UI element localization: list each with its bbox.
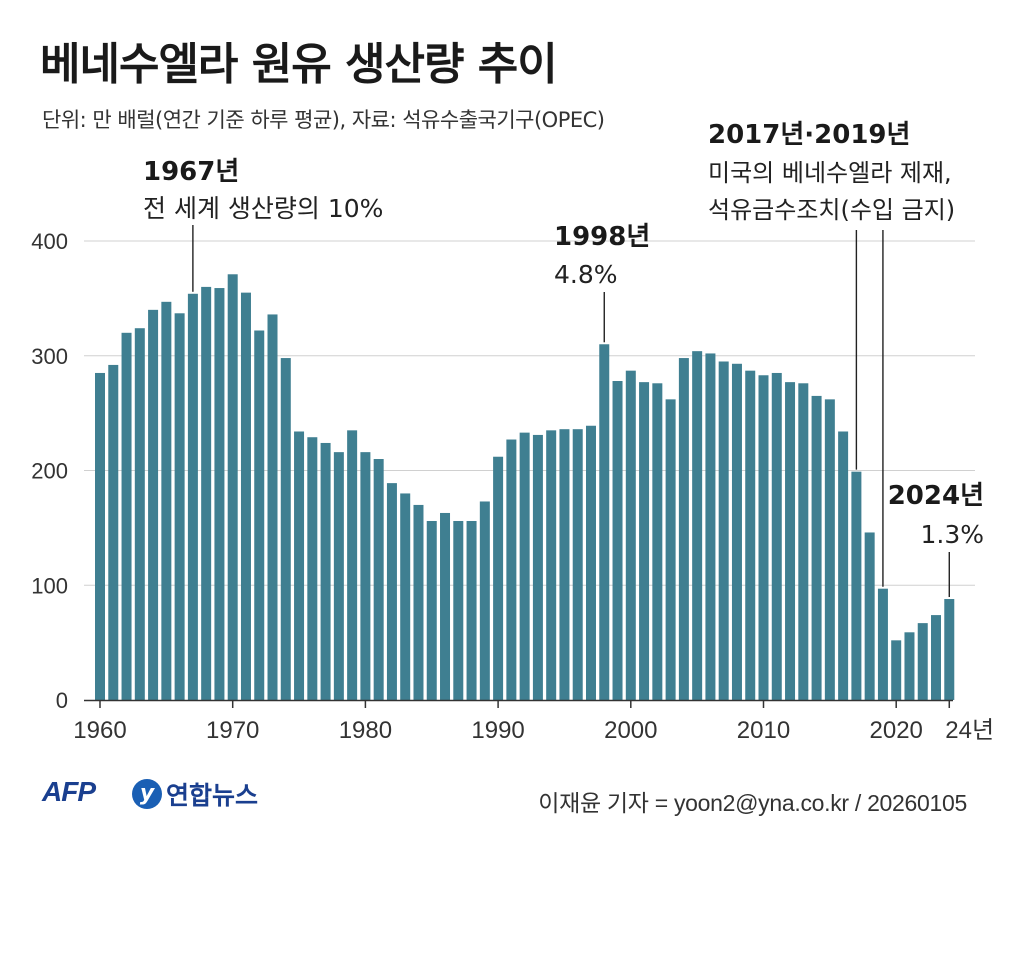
annotation-1967-year: 1967년: [143, 157, 239, 187]
bar-2002: [652, 383, 663, 700]
bar-2021: [904, 632, 915, 700]
bar-2003: [665, 399, 676, 700]
bar-1982: [386, 483, 397, 700]
bar-1998: [599, 344, 610, 700]
reporter-credit: 이재윤 기자 = yoon2@yna.co.kr / 20260105: [538, 790, 967, 816]
bar-1963: [134, 328, 145, 700]
bar-1974: [280, 358, 291, 700]
annotation-1998-year: 1998년: [554, 222, 650, 252]
bar-1996: [572, 429, 583, 700]
bar-2009: [745, 370, 756, 700]
x-tick-label-2010: 2010: [737, 717, 790, 744]
bar-2017: [851, 471, 862, 700]
bar-2000: [625, 370, 636, 700]
bar-2024: [944, 599, 955, 700]
annotation-1998-text: 4.8%: [554, 260, 618, 289]
bar-1997: [585, 425, 596, 700]
bar-1989: [479, 501, 490, 700]
x-tick-label-1990: 1990: [471, 717, 524, 744]
bar-1968: [201, 286, 212, 700]
bar-1994: [546, 430, 557, 700]
yonhap-mark-icon: y: [132, 779, 162, 809]
bar-1969: [214, 288, 225, 700]
bar-1983: [400, 493, 411, 700]
annotation-2024-text: 1.3%: [920, 520, 984, 549]
bar-1999: [612, 381, 623, 700]
bar-2006: [705, 353, 716, 700]
bar-1995: [559, 429, 570, 700]
x-tick-label-2000: 2000: [604, 717, 657, 744]
bar-2023: [931, 615, 942, 700]
bar-1971: [240, 292, 251, 700]
y-tick-label: 300: [31, 344, 68, 369]
y-tick-label: 100: [31, 573, 68, 598]
bar-1970: [227, 274, 238, 700]
bar-2020: [891, 640, 902, 700]
bar-2013: [798, 383, 809, 700]
x-axis: 1960 1970 1980 1990 2000 2010 2020 24년: [73, 699, 994, 744]
bar-chart: 0 100 200 300 400 1960 1970 1980 1990 2000 2010 20…: [31, 120, 994, 744]
bar-1991: [506, 439, 517, 700]
annotation-2017-text-1: 미국의 베네수엘라 제재,: [708, 159, 952, 187]
bar-2004: [678, 358, 689, 700]
bar-1985: [426, 520, 437, 700]
x-tick-label-2020: 2020: [870, 717, 923, 744]
bar-2015: [824, 399, 835, 700]
bar-1976: [307, 437, 318, 700]
bar-2008: [731, 363, 742, 700]
y-tick-label: 200: [31, 459, 68, 484]
annotation-1967-text: 전 세계 생산량의 10%: [143, 194, 383, 223]
bar-2019: [877, 588, 888, 700]
bar-2022: [917, 623, 928, 700]
bar-1986: [440, 512, 451, 700]
bar-1979: [347, 430, 358, 700]
bar-1964: [148, 309, 159, 700]
x-tick-label-1960: 1960: [73, 717, 126, 744]
bar-2012: [785, 382, 796, 700]
bar-1966: [174, 313, 185, 700]
bar-2010: [758, 375, 769, 700]
bar-1984: [413, 504, 424, 700]
bar-1987: [453, 520, 464, 700]
bar-2016: [838, 431, 849, 700]
bar-2018: [864, 532, 875, 700]
bar-2014: [811, 395, 822, 700]
yonhap-logo-text: 연합뉴스: [166, 781, 259, 810]
bar-2005: [692, 351, 703, 700]
y-axis-ticks: 0 100 200 300 400: [31, 229, 68, 713]
y-tick-label: 0: [56, 688, 68, 713]
annotation-2024-year: 2024년: [888, 481, 984, 511]
bar-2011: [771, 372, 782, 700]
bar-1960: [95, 372, 105, 700]
bar-1972: [254, 330, 265, 700]
x-tick-label-1970: 1970: [206, 717, 259, 744]
annotation-2017-text-2: 석유금수조치(수입 금지): [708, 196, 955, 224]
x-tick-label-2024: 24년: [945, 717, 994, 744]
bar-1962: [121, 332, 132, 700]
bar-1965: [161, 301, 172, 700]
chart-subtitle: 단위: 만 배럴(연간 기준 하루 평균), 자료: 석유수출국기구(OPEC): [42, 108, 605, 132]
bar-2007: [718, 361, 729, 700]
bar-1993: [532, 434, 543, 700]
annotation-2017-year: 2017년·2019년: [708, 120, 910, 150]
yonhap-logo: y 연합뉴스: [132, 776, 258, 812]
afp-logo: AFP: [42, 776, 96, 807]
bar-1973: [267, 314, 278, 700]
bar-1977: [320, 442, 331, 700]
bars: [95, 274, 955, 700]
bar-1988: [466, 520, 477, 700]
chart-title: 베네수엘라 원유 생산량 추이: [40, 39, 558, 90]
bar-1975: [294, 431, 305, 700]
bar-1980: [360, 452, 371, 700]
bar-2001: [639, 382, 650, 700]
bar-1990: [493, 456, 504, 700]
x-tick-label-1980: 1980: [339, 717, 392, 744]
bar-1981: [373, 459, 384, 700]
bar-1967: [187, 293, 198, 700]
y-tick-label: 400: [31, 229, 68, 254]
bar-1961: [108, 364, 119, 700]
bar-1978: [333, 452, 344, 700]
bar-1992: [519, 432, 530, 700]
